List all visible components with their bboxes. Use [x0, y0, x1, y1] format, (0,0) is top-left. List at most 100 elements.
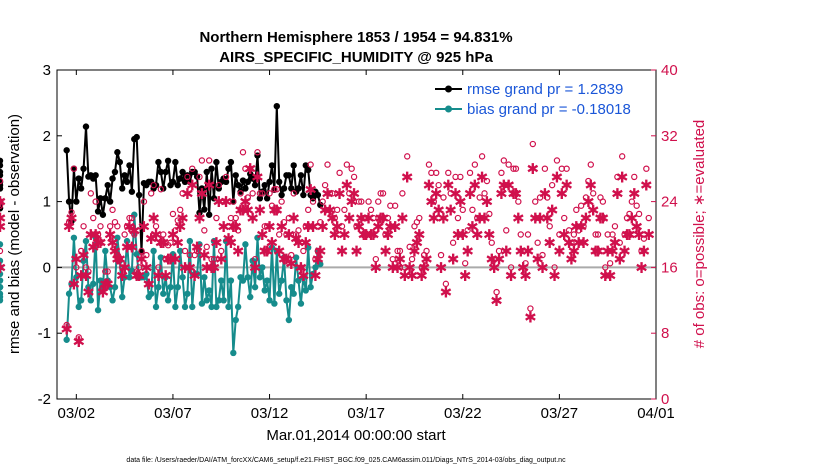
series-1-point — [160, 290, 167, 297]
series-0-point — [210, 195, 218, 202]
obs-possible-marker — [362, 214, 370, 222]
obs-possible-marker — [150, 181, 157, 189]
series-0-point — [174, 181, 181, 189]
obs-evaluated-marker: ✱ — [437, 210, 450, 228]
series-0-point — [225, 165, 232, 172]
obs-possible-marker — [181, 247, 189, 255]
series-1-point — [203, 297, 210, 304]
obs-possible-marker — [563, 165, 570, 172]
obs-possible-marker — [131, 231, 138, 238]
series-0-point — [285, 172, 293, 179]
obs-evaluated-marker: ✱ — [353, 218, 366, 236]
obs-evaluated-marker: ✱ — [560, 177, 573, 195]
obs-evaluated-marker: ✱ — [261, 242, 274, 260]
obs-evaluated-marker: ✱ — [94, 234, 107, 252]
obs-possible-marker — [640, 235, 648, 242]
series-1-point — [169, 251, 177, 258]
obs-evaluated-marker: ✱ — [145, 230, 158, 248]
obs-evaluated-marker: ✱ — [130, 267, 143, 285]
obs-evaluated-marker: ✱ — [522, 242, 535, 260]
obs-possible-marker — [99, 284, 107, 292]
obs-evaluated-marker: ✱ — [171, 234, 184, 252]
series-1-point — [220, 297, 227, 304]
obs-possible-marker — [331, 214, 338, 222]
series-1-point — [239, 277, 247, 284]
series-1-point — [164, 297, 172, 304]
obs-possible-marker — [568, 239, 575, 246]
obs-evaluated-marker: ✱ — [114, 251, 127, 269]
obs-possible-marker — [215, 181, 223, 189]
obs-evaluated-marker: ✱ — [563, 234, 576, 252]
y-axis-right-label: # of obs: o=possible; ∗=evaluated — [691, 120, 708, 349]
series-1-point — [143, 270, 150, 278]
obs-evaluated-marker: ✱ — [213, 193, 226, 211]
obs-possible-marker — [425, 161, 433, 168]
series-1-point — [222, 237, 230, 245]
series-1-point — [133, 251, 140, 258]
obs-evaluated-marker: ✱ — [263, 218, 276, 236]
series-0-point — [102, 195, 109, 202]
chart-subtitle: AIRS_SPECIFIC_HUMIDITY @ 925 hPa — [219, 49, 493, 66]
obs-evaluated-marker: ✱ — [198, 247, 211, 265]
obs-evaluated-marker: ✱ — [454, 193, 467, 211]
series-0-point — [290, 162, 297, 169]
obs-possible-marker — [399, 190, 406, 197]
obs-evaluated-marker: ✱ — [239, 193, 252, 211]
footer-data-file: data file: /Users/raeder/DAI/ATM_forcXX/… — [126, 457, 566, 464]
obs-evaluated-marker: ✱ — [345, 193, 358, 211]
y-tick-label: -2 — [38, 391, 51, 408]
obs-evaluated-marker: ✱ — [258, 242, 271, 260]
obs-evaluated-marker: ✱ — [406, 267, 419, 285]
series-1-point — [208, 303, 215, 311]
obs-evaluated-marker: ✱ — [377, 210, 390, 228]
obs-possible-marker — [119, 264, 126, 271]
obs-evaluated-marker: ✱ — [89, 226, 102, 244]
obs-possible-marker — [454, 214, 462, 222]
y-tick-label: 3 — [43, 62, 51, 79]
plot-frame — [56, 69, 657, 400]
series-1-point — [111, 283, 119, 291]
obs-possible-marker — [309, 198, 317, 205]
obs-possible-marker — [249, 190, 256, 197]
obs-evaluated-marker: ✱ — [321, 185, 334, 203]
obs-possible-marker — [350, 173, 358, 181]
obs-possible-marker — [580, 223, 587, 230]
obs-possible-marker — [174, 217, 181, 224]
obs-evaluated-marker: ✱ — [382, 226, 395, 244]
obs-evaluated-marker: ✱ — [68, 275, 81, 293]
series-0-point — [0, 157, 4, 165]
series-0-point — [278, 191, 285, 199]
series-0-point — [111, 168, 119, 176]
obs-evaluated-marker: ✱ — [208, 259, 221, 277]
obs-evaluated-marker: ✱ — [181, 185, 194, 203]
obs-evaluated-marker: ✱ — [135, 251, 148, 269]
obs-evaluated-marker: ✱ — [287, 210, 300, 228]
obs-evaluated-marker: ✱ — [580, 210, 593, 228]
series-0-point — [94, 208, 102, 215]
y-tick-right-label: 8 — [661, 325, 669, 342]
obs-evaluated-marker: ✱ — [140, 259, 153, 277]
obs-possible-marker — [532, 198, 539, 205]
series-1-point — [157, 254, 165, 261]
obs-evaluated-marker: ✱ — [278, 251, 291, 269]
obs-possible-marker — [273, 186, 280, 193]
obs-evaluated-marker: ✱ — [242, 201, 255, 219]
obs-evaluated-marker: ✱ — [403, 259, 416, 277]
obs-evaluated-marker: ✱ — [336, 242, 349, 260]
obs-possible-marker — [645, 214, 652, 222]
obs-possible-marker — [539, 251, 546, 259]
obs-possible-marker — [312, 255, 319, 263]
obs-possible-marker — [333, 206, 341, 214]
obs-evaluated-marker: ✱ — [159, 267, 172, 285]
obs-evaluated-marker: ✱ — [517, 259, 530, 277]
obs-possible-marker — [483, 177, 491, 185]
obs-evaluated-marker: ✱ — [271, 201, 284, 219]
obs-possible-marker — [319, 198, 326, 205]
obs-possible-marker — [394, 247, 401, 255]
series-1-point — [94, 306, 102, 314]
obs-evaluated-marker: ✱ — [215, 251, 228, 269]
obs-possible-marker — [300, 247, 307, 255]
series-1-point — [119, 293, 126, 301]
obs-possible-marker — [592, 231, 599, 238]
series-0-point — [119, 185, 126, 192]
